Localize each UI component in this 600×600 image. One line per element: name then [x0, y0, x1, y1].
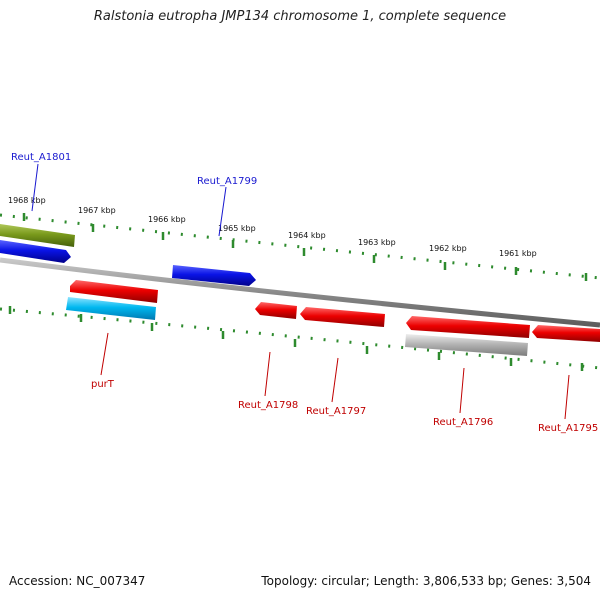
gene-reut-a1798[interactable]	[255, 302, 297, 319]
leader-purt	[100, 332, 109, 376]
ruler-label-1965: 1965 kbp	[218, 224, 256, 233]
ruler-label-1968: 1968 kbp	[8, 196, 46, 205]
gene-reut-a1795[interactable]	[532, 325, 600, 342]
gene-reut-a1796[interactable]	[406, 316, 530, 338]
gene-purt-red[interactable]	[70, 280, 158, 303]
leader-reut-a1798	[264, 351, 271, 397]
chromosome-backbone	[0, 257, 600, 328]
upper-major-ticks	[22, 213, 588, 281]
gene-olive-rna[interactable]	[0, 224, 75, 247]
topology-stats-text: Topology: circular; Length: 3,806,533 bp…	[261, 574, 591, 588]
gene-reut-a1799[interactable]	[172, 265, 256, 286]
label-reut-a1798[interactable]: Reut_A1798	[238, 400, 298, 411]
label-reut-a1795[interactable]: Reut_A1795	[538, 423, 598, 434]
map-title: Ralstonia eutropha JMP134 chromosome 1, …	[93, 9, 507, 24]
label-reut-a1796[interactable]: Reut_A1796	[433, 417, 493, 428]
ruler-label-1963: 1963 kbp	[358, 238, 396, 247]
leader-reut-a1801	[31, 163, 39, 212]
label-reut-a1801[interactable]: Reut_A1801	[11, 152, 71, 163]
gene-reut-a1797[interactable]	[300, 307, 385, 327]
label-reut-a1799[interactable]: Reut_A1799	[197, 176, 257, 187]
ruler-label-1964: 1964 kbp	[288, 231, 326, 240]
upper-ruler-track	[0, 213, 600, 280]
gene-purt-cyan[interactable]	[66, 297, 156, 320]
lower-major-ticks	[8, 306, 584, 371]
accession-text: Accession: NC_007347	[9, 574, 146, 588]
ruler-label-1962: 1962 kbp	[429, 244, 467, 253]
leader-reut-a1799	[218, 186, 227, 237]
leader-reut-a1796	[459, 367, 465, 414]
ruler-label-1961: 1961 kbp	[499, 249, 537, 258]
ruler-label-1967: 1967 kbp	[78, 206, 116, 215]
leader-reut-a1795	[564, 374, 570, 420]
leader-reut-a1797	[331, 357, 339, 403]
gene-reut-a1801[interactable]	[0, 240, 71, 263]
gene-pseudo-gray[interactable]	[405, 334, 528, 356]
label-purt[interactable]: purT	[91, 379, 115, 390]
label-reut-a1797[interactable]: Reut_A1797	[306, 406, 366, 417]
ruler-label-1966: 1966 kbp	[148, 215, 186, 224]
